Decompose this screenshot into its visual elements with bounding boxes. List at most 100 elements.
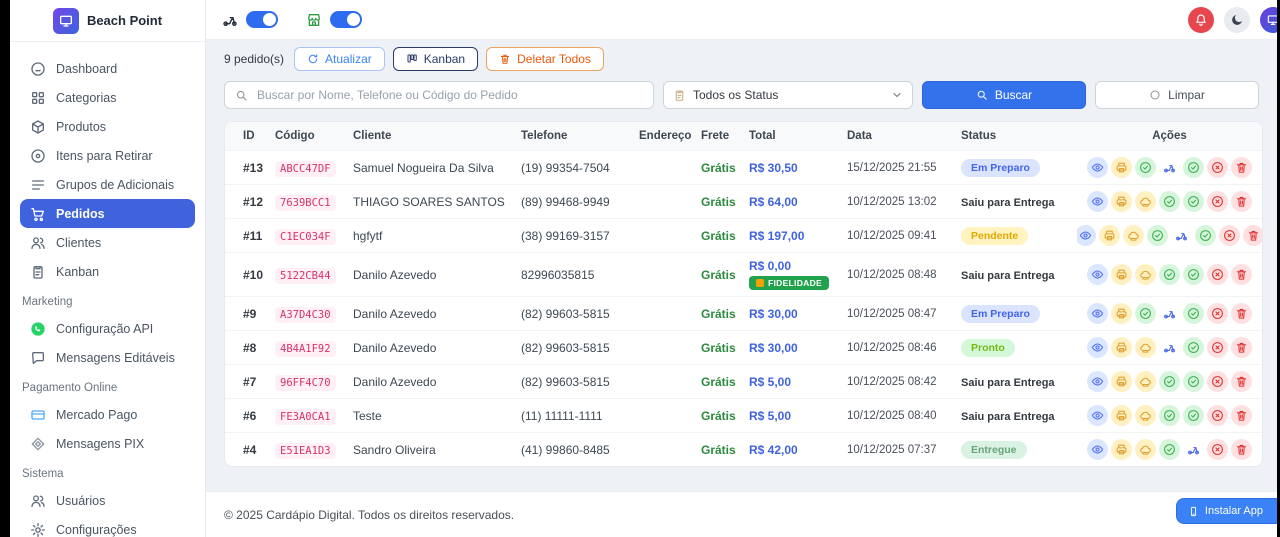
search-button[interactable]: Buscar bbox=[922, 81, 1086, 109]
profile-avatar[interactable] bbox=[1260, 6, 1277, 33]
out-for-delivery-button[interactable] bbox=[1183, 439, 1204, 460]
sidebar-item-configuracao-api[interactable]: Configuração API bbox=[20, 314, 195, 343]
mark-ready-button[interactable] bbox=[1159, 439, 1180, 460]
order-code[interactable]: 5122CB44 bbox=[275, 267, 336, 284]
sidebar-item-configuracoes[interactable]: Configurações bbox=[20, 515, 195, 537]
sidebar-item-mercado-pago[interactable]: Mercado Pago bbox=[20, 400, 195, 429]
sidebar-item-categorias[interactable]: Categorias bbox=[20, 83, 195, 112]
out-for-delivery-button[interactable] bbox=[1159, 337, 1180, 358]
order-code[interactable]: ABCC47DF bbox=[275, 160, 336, 177]
sidebar-item-mensagens-pix[interactable]: Mensagens PIX bbox=[20, 429, 195, 458]
install-app-button[interactable]: Instalar App bbox=[1175, 498, 1277, 524]
view-order-button[interactable] bbox=[1087, 303, 1108, 324]
view-order-button[interactable] bbox=[1087, 264, 1108, 285]
delete-order-button[interactable] bbox=[1243, 225, 1262, 246]
confirm-delivery-button[interactable] bbox=[1183, 264, 1204, 285]
prepare-order-button[interactable] bbox=[1123, 225, 1144, 246]
order-code[interactable]: E51EA1D3 bbox=[275, 442, 336, 459]
view-order-button[interactable] bbox=[1087, 405, 1108, 426]
cancel-order-button[interactable] bbox=[1207, 405, 1228, 426]
prepare-order-button[interactable] bbox=[1135, 405, 1156, 426]
refresh-button[interactable]: Atualizar bbox=[294, 47, 385, 71]
delete-order-button[interactable] bbox=[1231, 191, 1252, 212]
cancel-order-button[interactable] bbox=[1207, 439, 1228, 460]
mark-ready-button[interactable] bbox=[1159, 405, 1180, 426]
sidebar-item-itens-para-retirar[interactable]: Itens para Retirar bbox=[20, 141, 195, 170]
confirm-delivery-button[interactable] bbox=[1183, 405, 1204, 426]
delete-order-button[interactable] bbox=[1231, 371, 1252, 392]
confirm-delivery-button[interactable] bbox=[1183, 303, 1204, 324]
delete-order-button[interactable] bbox=[1231, 264, 1252, 285]
sidebar-item-grupos-de-adicionais[interactable]: Grupos de Adicionais bbox=[20, 170, 195, 199]
confirm-delivery-button[interactable] bbox=[1183, 191, 1204, 212]
cancel-order-button[interactable] bbox=[1207, 303, 1228, 324]
view-order-button[interactable] bbox=[1087, 371, 1108, 392]
mark-ready-button[interactable] bbox=[1159, 191, 1180, 212]
confirm-delivery-button[interactable] bbox=[1183, 371, 1204, 392]
sidebar-item-mensagens-editaveis[interactable]: Mensagens Editáveis bbox=[20, 343, 195, 372]
order-code[interactable]: C1EC034F bbox=[275, 228, 336, 245]
delivery-toggle[interactable] bbox=[246, 11, 278, 28]
cancel-order-button[interactable] bbox=[1207, 371, 1228, 392]
mark-ready-button[interactable] bbox=[1159, 371, 1180, 392]
out-for-delivery-button[interactable] bbox=[1159, 157, 1180, 178]
print-order-button[interactable] bbox=[1111, 264, 1132, 285]
print-order-button[interactable] bbox=[1111, 157, 1132, 178]
prepare-order-button[interactable] bbox=[1135, 439, 1156, 460]
theme-toggle-button[interactable] bbox=[1224, 6, 1250, 33]
confirm-delivery-button[interactable] bbox=[1183, 157, 1204, 178]
mark-ready-button[interactable] bbox=[1147, 225, 1168, 246]
prepare-order-button[interactable] bbox=[1135, 191, 1156, 212]
print-order-button[interactable] bbox=[1111, 337, 1132, 358]
cancel-order-button[interactable] bbox=[1207, 337, 1228, 358]
mark-ready-button[interactable] bbox=[1135, 157, 1156, 178]
notifications-button[interactable] bbox=[1188, 6, 1214, 33]
order-code[interactable]: FE3A0CA1 bbox=[275, 408, 336, 425]
clear-button[interactable]: Limpar bbox=[1095, 81, 1259, 109]
view-order-button[interactable] bbox=[1087, 191, 1108, 212]
print-order-button[interactable] bbox=[1111, 405, 1132, 426]
order-code[interactable]: A37D4C30 bbox=[275, 306, 336, 323]
delete-order-button[interactable] bbox=[1231, 303, 1252, 324]
out-for-delivery-button[interactable] bbox=[1159, 303, 1180, 324]
mark-ready-button[interactable] bbox=[1159, 264, 1180, 285]
delete-order-button[interactable] bbox=[1231, 337, 1252, 358]
view-order-button[interactable] bbox=[1087, 439, 1108, 460]
out-for-delivery-button[interactable] bbox=[1171, 225, 1192, 246]
sidebar-item-clientes[interactable]: Clientes bbox=[20, 228, 195, 257]
cancel-order-button[interactable] bbox=[1207, 157, 1228, 178]
cancel-order-button[interactable] bbox=[1207, 264, 1228, 285]
search-input[interactable] bbox=[255, 87, 643, 103]
delete-all-button[interactable]: Deletar Todos bbox=[486, 47, 604, 71]
view-order-button[interactable] bbox=[1077, 225, 1096, 246]
view-order-button[interactable] bbox=[1087, 157, 1108, 178]
print-order-button[interactable] bbox=[1111, 303, 1132, 324]
delete-order-button[interactable] bbox=[1231, 405, 1252, 426]
print-order-button[interactable] bbox=[1099, 225, 1120, 246]
order-code[interactable]: 7639BCC1 bbox=[275, 194, 336, 211]
kanban-button[interactable]: Kanban bbox=[392, 47, 479, 71]
prepare-order-button[interactable] bbox=[1135, 371, 1156, 392]
print-order-button[interactable] bbox=[1111, 191, 1132, 212]
sidebar-item-kanban[interactable]: Kanban bbox=[20, 257, 195, 286]
view-order-button[interactable] bbox=[1087, 337, 1108, 358]
cancel-order-button[interactable] bbox=[1207, 191, 1228, 212]
order-code[interactable]: 96FF4C70 bbox=[275, 374, 336, 391]
prepare-order-button[interactable] bbox=[1135, 264, 1156, 285]
delete-order-button[interactable] bbox=[1231, 439, 1252, 460]
status-filter-select[interactable]: Todos os Status bbox=[663, 81, 913, 109]
cancel-order-button[interactable] bbox=[1219, 225, 1240, 246]
mark-ready-button[interactable] bbox=[1135, 303, 1156, 324]
sidebar-item-produtos[interactable]: Produtos bbox=[20, 112, 195, 141]
store-open-toggle[interactable] bbox=[330, 11, 362, 28]
print-order-button[interactable] bbox=[1111, 439, 1132, 460]
confirm-delivery-button[interactable] bbox=[1183, 337, 1204, 358]
delete-order-button[interactable] bbox=[1231, 157, 1252, 178]
print-order-button[interactable] bbox=[1111, 371, 1132, 392]
confirm-delivery-button[interactable] bbox=[1195, 225, 1216, 246]
prepare-order-button[interactable] bbox=[1135, 337, 1156, 358]
order-code[interactable]: 4B4A1F92 bbox=[275, 340, 336, 357]
sidebar-item-pedidos[interactable]: Pedidos bbox=[20, 199, 195, 228]
sidebar-item-dashboard[interactable]: Dashboard bbox=[20, 54, 195, 83]
sidebar-item-usuarios[interactable]: Usuários bbox=[20, 486, 195, 515]
